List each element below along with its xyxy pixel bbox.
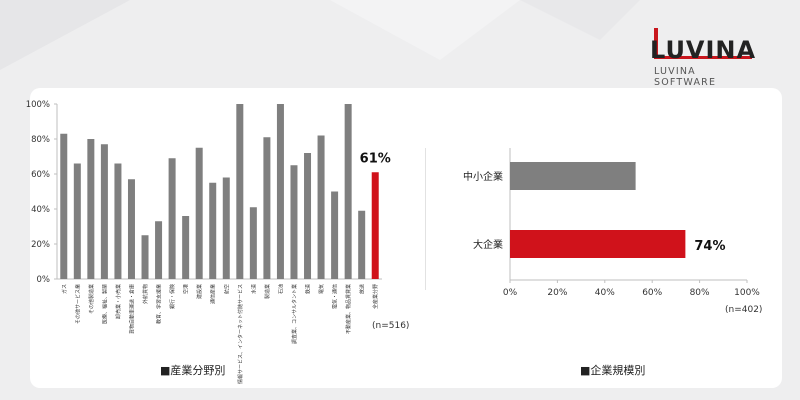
bar [209,182,217,279]
bar [510,230,686,258]
right-sample-size: (n=402) [725,305,763,315]
bar [249,207,257,279]
y-tick-label: 60% [31,170,50,180]
logo-subtitle: LUVINA SOFTWARE [654,66,717,88]
x-tick-label: 不動産業、物品賃貸業 [345,284,352,334]
bar [100,144,108,279]
bar [73,163,81,279]
bar [358,210,366,279]
x-tick-label: 0% [503,288,518,298]
x-tick-label: 製造業 [264,284,271,299]
logo-word: LUVINA [650,36,757,64]
x-tick-label: その他製造業 [88,284,95,314]
y-tick-label: 中小企業 [463,170,503,183]
bar [331,191,339,279]
y-tick-label: 20% [31,240,50,250]
bar [141,235,149,279]
x-tick-label: 通信産業 [210,284,217,304]
bar [236,104,244,279]
highlight-data-label: 74% [694,239,725,254]
x-tick-label: 鉄道 [305,284,312,294]
x-tick-label: 航空 [223,284,230,294]
luvina-logo: LUVINA LUVINA SOFTWARE [650,26,760,88]
x-tick-label: 100% [734,288,760,298]
bar [263,137,271,279]
y-tick-label: 80% [31,135,50,145]
bar [127,179,135,279]
y-tick-label: 40% [31,205,50,215]
bar [344,104,352,279]
x-tick-label: 電気 [318,284,325,294]
bar [182,216,190,279]
bar [304,153,312,279]
bar [168,158,176,279]
x-tick-label: 外航貨物 [142,284,149,304]
x-tick-label: 卸売業・小売業 [115,284,122,319]
x-tick-label: 情報サービス、インターネット付随サービス [237,284,244,384]
chart-divider [425,148,426,290]
x-tick-label: 銀行・保険 [169,284,176,309]
x-tick-label: ガス [61,284,68,294]
left-sample-size: (n=516) [372,321,410,331]
y-tick-label: 100% [26,100,50,110]
x-tick-label: 建設業 [196,284,203,299]
bar [87,139,95,279]
x-tick-label: 60% [642,288,662,298]
bar [60,133,68,279]
x-tick-label: 80% [690,288,710,298]
bar [195,147,203,279]
bar [276,104,284,279]
y-tick-label: 大企業 [473,238,503,251]
bar [371,172,379,279]
x-tick-label: 貨物自動車運送・倉庫 [128,284,135,334]
bar [222,177,230,279]
x-tick-label: 放送 [359,284,366,294]
x-tick-label: 電気・通信 [332,284,339,309]
x-tick-label: 全産業分野 [372,284,379,309]
x-tick-label: 教育、学習支援業 [156,284,163,324]
highlight-data-label: 61% [360,151,391,166]
x-tick-label: その他サービス業 [74,284,81,324]
x-tick-label: 石油 [277,284,284,294]
left-chart-caption: ■産業分野別 [160,364,226,377]
x-tick-label: 空港 [183,284,190,294]
x-tick-label: 水道 [250,284,257,294]
right-chart-caption: ■企業規模別 [580,364,646,377]
bar [510,162,636,190]
y-tick-label: 0% [37,275,51,285]
bar [155,221,163,279]
bar [290,165,298,279]
x-tick-label: 医療、福祉、製薬 [101,284,108,324]
bar [317,135,325,279]
x-tick-label: 40% [595,288,615,298]
bar [114,163,122,279]
x-tick-label: 20% [547,288,567,298]
x-tick-label: 調査業、コンサルタント業 [291,284,298,344]
